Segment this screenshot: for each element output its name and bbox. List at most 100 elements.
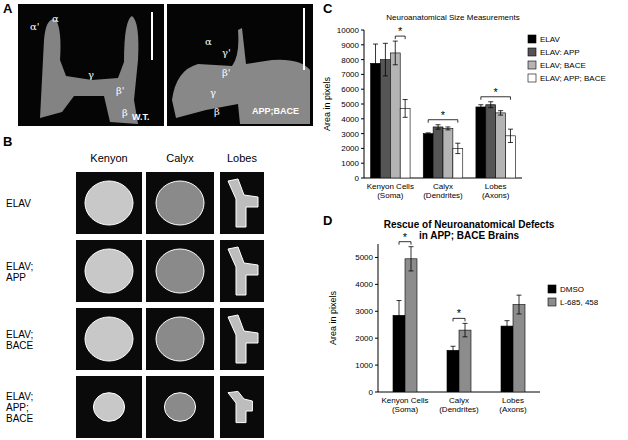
y-tick (375, 365, 378, 366)
micrograph-tile (76, 240, 142, 302)
significance-bracket: * (395, 25, 405, 39)
column-header: Calyx (166, 152, 194, 164)
error-bar (393, 41, 398, 65)
chart: CNeuroanatomical Size Measurements010002… (322, 1, 606, 200)
error-bar (451, 346, 456, 354)
column-header: Lobes (227, 152, 257, 164)
error-cap (436, 124, 441, 125)
error-cap (463, 323, 468, 324)
x-tick-label: Calyx(Dendrites) (439, 396, 479, 414)
structure-label: β (122, 107, 128, 118)
significance-star: * (398, 25, 403, 37)
legend-label: L-685, 458 (560, 298, 599, 307)
legend-swatch (548, 298, 556, 306)
bar (423, 134, 433, 178)
micrograph-tile (220, 376, 264, 438)
row-label: ELAV;APP;BACE (6, 391, 34, 424)
error-bar (455, 143, 460, 153)
mushroom-body (172, 28, 310, 124)
soma-outline (85, 181, 133, 225)
y-tick-label: 6000 (341, 85, 359, 94)
figure: Aα'αγβ'βW.T.αγ'β'γβAPP;BACEBKenyonCalyxL… (0, 0, 628, 440)
micrograph-tile (220, 308, 264, 370)
error-cap (488, 107, 493, 108)
micrograph-tile (146, 308, 214, 370)
error-line (447, 127, 448, 130)
text-line: Kenyon Cells (381, 396, 428, 405)
image-bg (220, 308, 264, 370)
structure-label: α' (30, 21, 40, 32)
mushroom-body (40, 16, 138, 124)
bar (486, 105, 496, 178)
error-cap (393, 64, 398, 65)
text-line: (Dendrites) (423, 191, 463, 200)
error-line (465, 323, 466, 336)
micrograph-tile (220, 240, 264, 302)
structure-label: β' (116, 85, 125, 96)
y-tick-label: 3000 (355, 307, 373, 316)
y-tick (361, 44, 364, 45)
text-line: APP (6, 272, 26, 283)
legend-swatch (548, 285, 556, 293)
bar (443, 128, 453, 178)
error-bar (488, 102, 493, 108)
legend: ELAVELAV: APPELAV; BACEELAV; APP; BACE (528, 35, 606, 83)
bar (380, 60, 390, 178)
error-line (507, 321, 508, 332)
text-line: (Soma) (377, 191, 404, 200)
lobe-outline (228, 315, 258, 363)
error-cap (397, 300, 402, 301)
y-tick-label: 2000 (355, 334, 373, 343)
calyx-outline (164, 393, 195, 422)
error-bar (436, 125, 441, 129)
bar (476, 107, 486, 178)
error-bar (403, 100, 408, 118)
y-tick (361, 163, 364, 164)
legend-swatch (528, 35, 536, 43)
error-cap (455, 143, 460, 144)
calyx-outline (156, 317, 204, 361)
background (0, 0, 628, 440)
error-cap (409, 270, 414, 271)
error-line (490, 102, 491, 108)
text-line: in APP; BACE Brains (419, 230, 520, 241)
x-tick-label: Kenyon Cells(Soma) (367, 182, 414, 200)
y-tick-label: 0 (369, 388, 374, 397)
error-line (399, 301, 400, 331)
y-tick-label: 1000 (355, 361, 373, 370)
calyx-outline (156, 249, 204, 293)
error-line (438, 125, 439, 129)
error-bar (505, 321, 510, 332)
y-tick (361, 89, 364, 90)
row-label: ELAV;BACE (6, 329, 34, 351)
significance-bracket: * (399, 231, 411, 245)
column-header: Kenyon (90, 152, 127, 164)
significance-bracket: * (453, 307, 465, 321)
soma-outline (93, 393, 124, 422)
legend-label: ELAV (540, 35, 561, 44)
bar (433, 127, 443, 178)
y-tick-label: 9000 (341, 41, 359, 50)
scale-bar (151, 12, 153, 60)
image-bg (167, 4, 313, 126)
x-tick-label: Lobes(Axons) (482, 182, 510, 200)
y-tick-label: 4000 (355, 280, 373, 289)
y-tick-label: 2000 (341, 144, 359, 153)
image-bg (146, 308, 214, 370)
error-cap (498, 115, 503, 116)
row-label: ELAV (6, 198, 31, 209)
micrograph-tile (76, 376, 142, 438)
micrograph-tile (146, 240, 214, 302)
error-cap (517, 295, 522, 296)
error-bar (373, 44, 378, 82)
error-cap (383, 43, 388, 44)
soma-outline (85, 249, 133, 293)
error-cap (383, 75, 388, 76)
error-cap (517, 313, 522, 314)
bar (496, 113, 506, 178)
error-bar (445, 127, 450, 130)
text-line: Lobes (502, 396, 524, 405)
error-line (385, 43, 386, 76)
legend: DMSOL-685, 458 (548, 285, 599, 307)
error-line (500, 111, 501, 115)
